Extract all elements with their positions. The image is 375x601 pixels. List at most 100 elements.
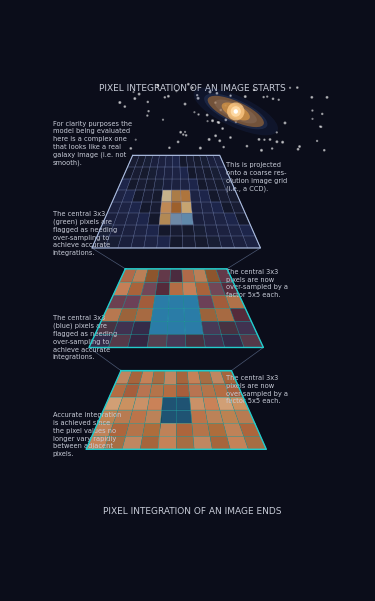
Polygon shape (191, 410, 208, 423)
Polygon shape (193, 225, 207, 236)
Polygon shape (216, 397, 234, 410)
Polygon shape (142, 423, 160, 436)
Polygon shape (205, 178, 217, 190)
Polygon shape (164, 167, 172, 178)
Point (166, 143, 172, 153)
Point (182, 99, 188, 109)
Polygon shape (235, 322, 257, 334)
Polygon shape (133, 397, 150, 410)
Polygon shape (187, 371, 201, 383)
Point (189, 83, 195, 93)
Point (175, 137, 181, 147)
Point (309, 114, 315, 124)
Ellipse shape (231, 106, 241, 117)
Polygon shape (183, 295, 199, 308)
Polygon shape (201, 383, 216, 397)
Polygon shape (104, 397, 123, 410)
Polygon shape (193, 269, 208, 282)
Polygon shape (201, 202, 213, 213)
Polygon shape (207, 236, 222, 248)
Point (220, 124, 226, 133)
Polygon shape (176, 397, 191, 410)
Point (178, 127, 184, 137)
Polygon shape (150, 383, 164, 397)
Point (197, 143, 203, 153)
Polygon shape (92, 423, 113, 436)
Polygon shape (134, 225, 148, 236)
Polygon shape (86, 436, 109, 450)
Point (210, 116, 216, 126)
Polygon shape (165, 156, 173, 167)
Polygon shape (112, 190, 126, 202)
Polygon shape (123, 383, 140, 397)
Polygon shape (239, 225, 255, 236)
Polygon shape (118, 397, 136, 410)
Polygon shape (107, 202, 122, 213)
Point (238, 102, 244, 111)
Polygon shape (140, 371, 154, 383)
Polygon shape (170, 236, 183, 248)
Polygon shape (104, 436, 126, 450)
Point (264, 92, 270, 102)
Polygon shape (230, 202, 245, 213)
Polygon shape (244, 436, 266, 450)
Point (309, 93, 315, 102)
Polygon shape (159, 423, 176, 436)
Polygon shape (204, 269, 220, 282)
Polygon shape (219, 236, 234, 248)
Polygon shape (128, 156, 140, 167)
Polygon shape (220, 410, 239, 423)
Polygon shape (147, 397, 163, 410)
Polygon shape (170, 269, 183, 282)
Polygon shape (122, 436, 142, 450)
Text: The central 3x3
pixels are now
over-sampled by a
factor 5x5 each.: The central 3x3 pixels are now over-samp… (226, 375, 288, 404)
Polygon shape (208, 190, 220, 202)
Point (274, 137, 280, 147)
Polygon shape (160, 202, 171, 213)
Point (206, 135, 212, 144)
Polygon shape (217, 190, 230, 202)
Text: PIXEL INTEGRATION OF AN IMAGE ENDS: PIXEL INTEGRATION OF AN IMAGE ENDS (103, 507, 281, 516)
Polygon shape (213, 383, 230, 397)
Polygon shape (214, 308, 235, 322)
Polygon shape (199, 190, 211, 202)
Point (191, 108, 197, 117)
Point (182, 127, 188, 136)
Polygon shape (203, 334, 225, 347)
Point (214, 88, 220, 98)
Polygon shape (181, 190, 191, 202)
Polygon shape (208, 282, 225, 295)
Point (267, 135, 273, 144)
Polygon shape (158, 436, 176, 450)
Polygon shape (128, 371, 143, 383)
Point (242, 92, 248, 102)
Point (216, 118, 222, 127)
Polygon shape (118, 236, 134, 248)
Polygon shape (209, 371, 225, 383)
Polygon shape (234, 410, 255, 423)
Polygon shape (195, 236, 208, 248)
Polygon shape (192, 423, 210, 436)
Polygon shape (98, 410, 118, 423)
Polygon shape (146, 225, 159, 236)
Polygon shape (180, 167, 189, 178)
Point (223, 101, 229, 111)
Point (314, 136, 320, 145)
Polygon shape (128, 202, 142, 213)
Polygon shape (171, 190, 181, 202)
Point (183, 130, 189, 140)
Polygon shape (217, 167, 230, 178)
Polygon shape (92, 236, 109, 248)
Polygon shape (163, 383, 176, 397)
Polygon shape (184, 308, 201, 322)
Polygon shape (113, 322, 135, 334)
Polygon shape (172, 156, 180, 167)
Polygon shape (147, 334, 167, 347)
Polygon shape (155, 282, 170, 295)
Polygon shape (222, 178, 235, 190)
Polygon shape (230, 397, 249, 410)
Polygon shape (126, 423, 145, 436)
Polygon shape (123, 295, 141, 308)
Polygon shape (176, 371, 188, 383)
Polygon shape (118, 202, 132, 213)
